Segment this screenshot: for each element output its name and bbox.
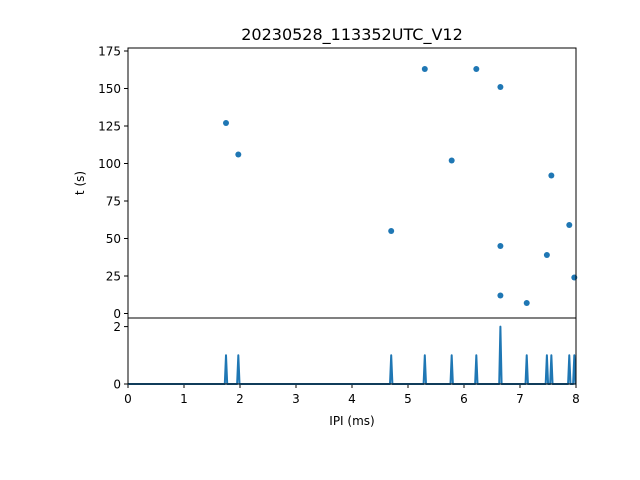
y-tick-label: 2 — [113, 320, 121, 334]
histogram-y-ticks: 02 — [113, 320, 128, 392]
scatter-point — [543, 252, 550, 258]
scatter-point — [497, 292, 504, 299]
scatter-point — [497, 84, 504, 90]
y-tick-label: 100 — [98, 157, 121, 171]
y-tick-label: 50 — [106, 232, 121, 246]
scatter-point — [421, 66, 428, 72]
histogram-spikes — [128, 325, 577, 385]
x-tick-label: 7 — [516, 392, 524, 406]
x-tick-label: 5 — [404, 392, 412, 406]
x-tick-label: 8 — [572, 392, 580, 406]
y-tick-label: 0 — [113, 378, 121, 392]
y-tick-label: 0 — [113, 307, 121, 321]
scatter-point — [523, 300, 530, 306]
scatter-point — [223, 120, 229, 126]
scatter-point — [388, 228, 395, 234]
chart-title: 20230528_113352UTC_V12 — [241, 25, 463, 45]
x-tick-label: 3 — [292, 392, 300, 406]
histogram-x-ticks: 0 1 2 3 4 5 6 7 8 — [124, 384, 580, 406]
scatter-y-ticks: 0 25 50 75 100 125 150 175 — [98, 45, 128, 321]
x-tick-label: 2 — [236, 392, 244, 406]
x-tick-label: 0 — [124, 392, 132, 406]
spike-series-line — [128, 325, 577, 385]
x-tick-label: 1 — [180, 392, 188, 406]
y-tick-label: 75 — [106, 195, 121, 209]
y-tick-label: 175 — [98, 45, 121, 59]
x-tick-label: 4 — [348, 392, 356, 406]
y-axis-label: t (s) — [73, 171, 87, 195]
x-tick-label: 6 — [460, 392, 468, 406]
scatter-frame — [127, 47, 577, 319]
scatter-points — [223, 66, 578, 306]
y-tick-label: 125 — [98, 120, 121, 134]
scatter-point — [448, 157, 455, 164]
y-tick-label: 150 — [98, 82, 121, 96]
scatter-panel: 20230528_113352UTC_V12 0 25 50 75 100 125 150 1… — [73, 25, 578, 321]
scatter-point — [548, 172, 555, 179]
y-tick-label: 25 — [106, 270, 121, 284]
scatter-point — [497, 243, 504, 249]
x-axis-label: IPI (ms) — [329, 414, 374, 428]
histogram-frame — [127, 317, 577, 385]
scatter-point — [566, 222, 573, 228]
scatter-point — [235, 151, 242, 158]
scatter-point — [473, 66, 480, 72]
